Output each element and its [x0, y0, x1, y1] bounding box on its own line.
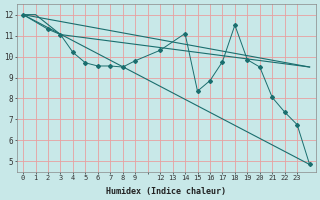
X-axis label: Humidex (Indice chaleur): Humidex (Indice chaleur): [106, 187, 226, 196]
